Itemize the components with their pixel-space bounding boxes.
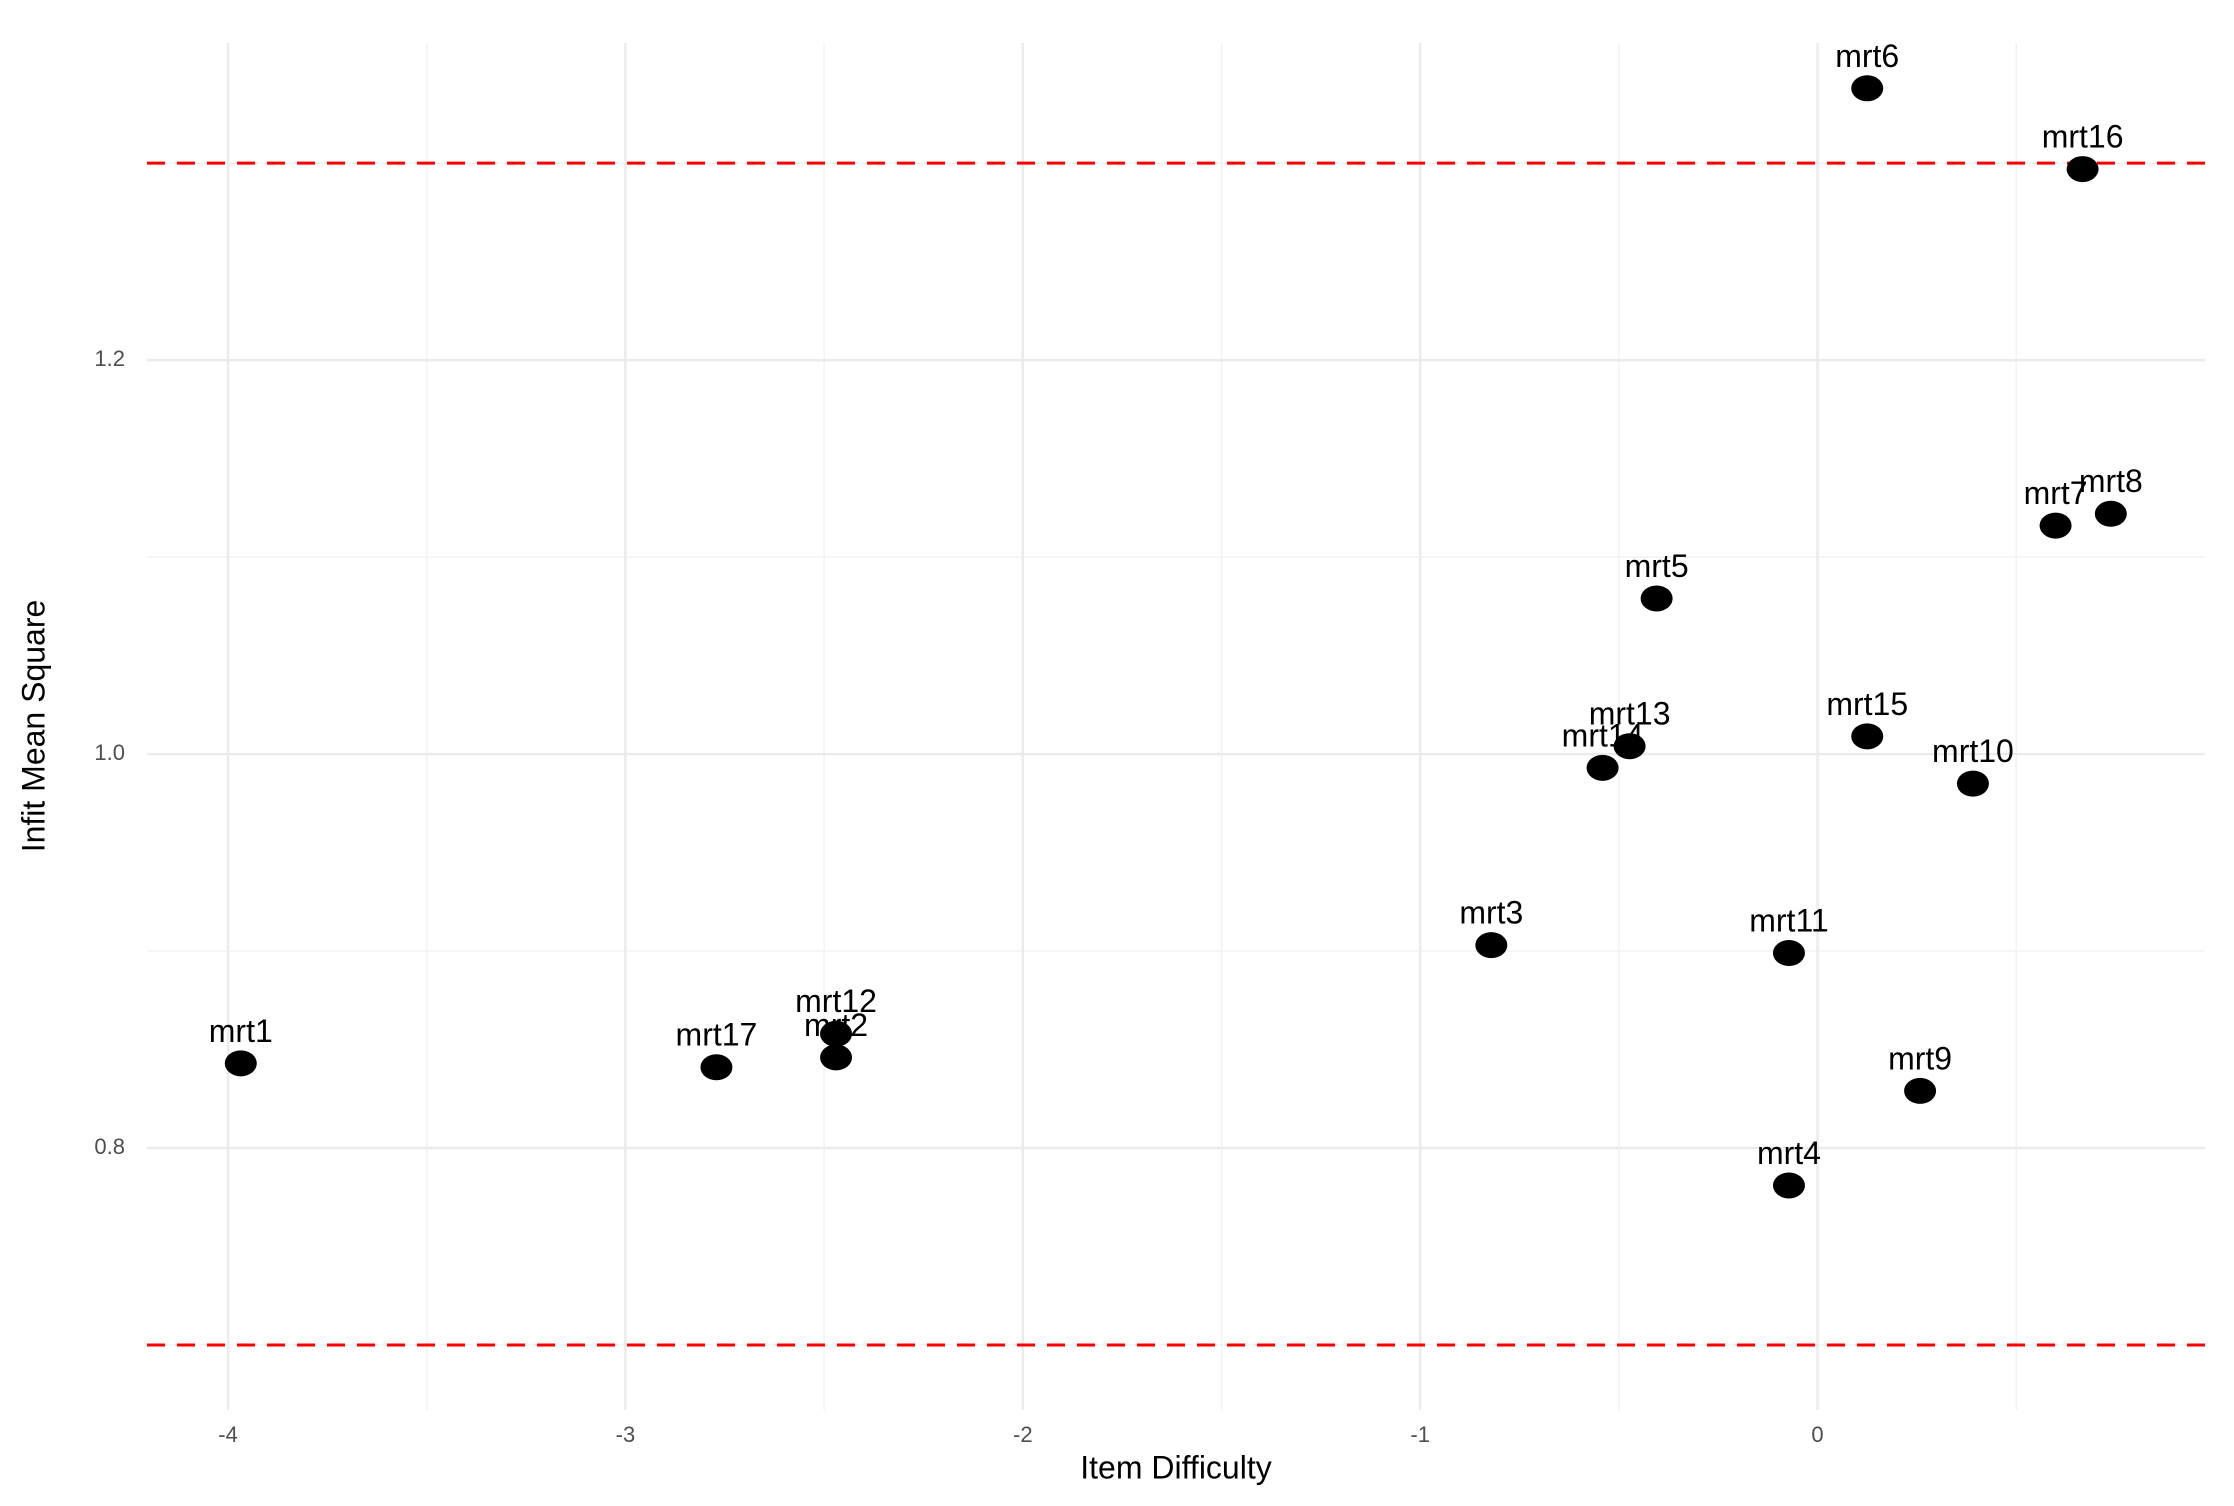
y-tick-label: 1.0 — [94, 740, 125, 765]
point — [820, 1020, 853, 1047]
point-label: mrt5 — [1625, 548, 1689, 584]
point-label: mrt3 — [1459, 895, 1523, 931]
point — [2094, 500, 2127, 527]
point — [1904, 1077, 1937, 1104]
point-label: mrt15 — [1826, 686, 1908, 722]
point — [700, 1054, 733, 1081]
point — [224, 1050, 257, 1077]
x-tick-label: 0 — [1811, 1422, 1823, 1447]
x-tick-label: -3 — [616, 1422, 636, 1447]
point — [1640, 585, 1673, 612]
point — [1586, 754, 1619, 781]
point — [1772, 1172, 1805, 1199]
point-label: mrt16 — [2042, 119, 2124, 155]
point — [1956, 770, 1989, 797]
point-label: mrt9 — [1888, 1040, 1952, 1076]
point-label: mrt7 — [2024, 475, 2088, 511]
point-label: mrt1 — [209, 1013, 273, 1049]
point-label: mrt17 — [676, 1017, 758, 1053]
x-axis-title: Item Difficulty — [1080, 1449, 1271, 1485]
point-label: mrt10 — [1932, 733, 2014, 769]
point — [820, 1044, 853, 1071]
point — [1475, 932, 1508, 959]
point — [2039, 512, 2072, 539]
point-label: mrt12 — [795, 983, 877, 1019]
point-label: mrt4 — [1757, 1135, 1821, 1171]
x-tick-label: -2 — [1013, 1422, 1033, 1447]
point-label: mrt11 — [1749, 902, 1828, 938]
y-tick-label: 1.2 — [94, 346, 125, 371]
point-label: mrt2 — [804, 1007, 868, 1043]
y-tick-label: 0.8 — [94, 1134, 125, 1159]
point-label: mrt13 — [1589, 696, 1671, 732]
point-label: mrt8 — [2079, 463, 2143, 499]
point — [1772, 940, 1805, 967]
point-label: mrt6 — [1835, 38, 1899, 74]
point — [2066, 156, 2099, 183]
point — [1613, 733, 1646, 760]
x-tick-label: -4 — [218, 1422, 238, 1447]
point — [1851, 75, 1884, 102]
point — [1851, 723, 1884, 750]
y-axis-title: Infit Mean Square — [15, 600, 51, 853]
x-tick-label: -1 — [1410, 1422, 1430, 1447]
